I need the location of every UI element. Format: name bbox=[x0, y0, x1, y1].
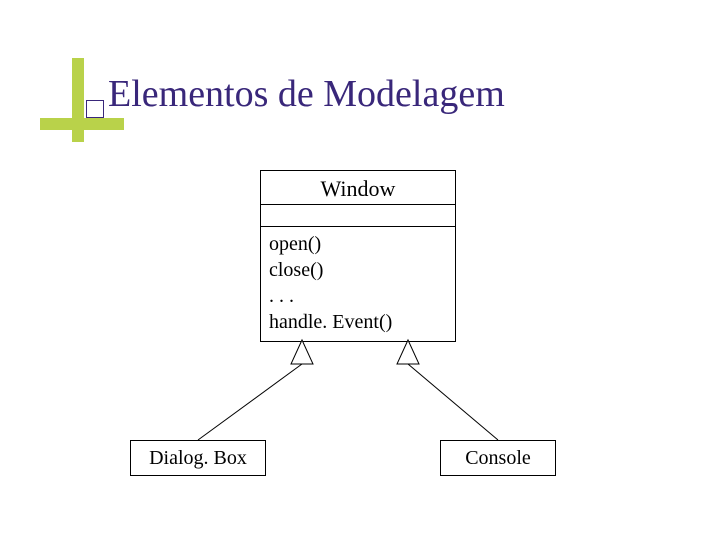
inheritance-arrowhead bbox=[291, 340, 313, 364]
uml-class-name: Console bbox=[465, 447, 531, 470]
uml-operation: . . . bbox=[269, 283, 447, 309]
uml-class-dialogbox: Dialog. Box bbox=[130, 440, 266, 476]
uml-class-name: Window bbox=[261, 171, 455, 205]
title-bullet-box bbox=[86, 100, 104, 118]
uml-operation: open() bbox=[269, 231, 447, 257]
uml-class-attributes bbox=[261, 205, 455, 227]
uml-class-console: Console bbox=[440, 440, 556, 476]
uml-operation: close() bbox=[269, 257, 447, 283]
inheritance-line bbox=[198, 364, 302, 440]
inheritance-line bbox=[408, 364, 498, 440]
uml-class-window: Window open()close(). . .handle. Event() bbox=[260, 170, 456, 342]
slide-title: Elementos de Modelagem bbox=[108, 72, 505, 116]
uml-class-operations: open()close(). . .handle. Event() bbox=[261, 227, 455, 341]
uml-class-name: Dialog. Box bbox=[149, 447, 247, 470]
uml-operation: handle. Event() bbox=[269, 309, 447, 335]
inheritance-arrowhead bbox=[397, 340, 419, 364]
title-bullet-hbar bbox=[40, 118, 124, 130]
